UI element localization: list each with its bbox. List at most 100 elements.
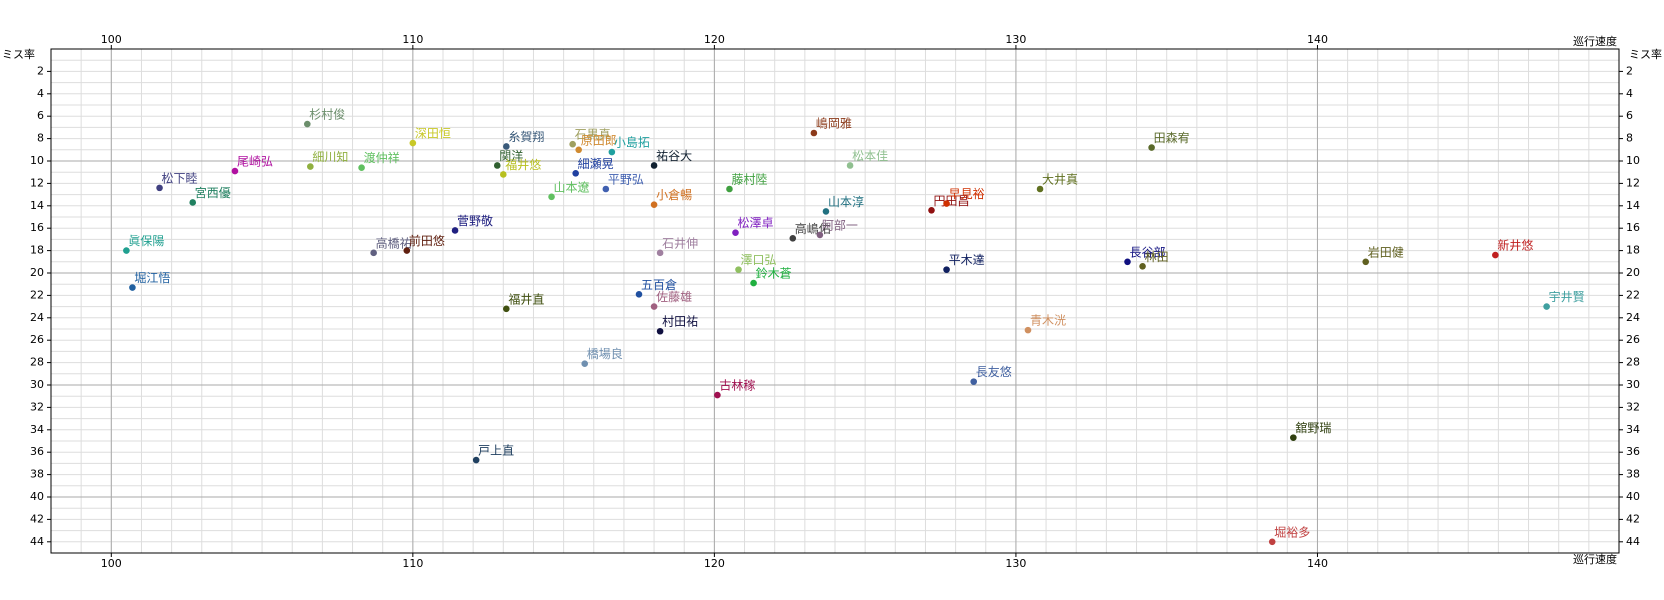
data-point	[358, 164, 365, 172]
x-tick-label: 120	[704, 33, 725, 46]
y-tick-label: 34	[1626, 423, 1640, 436]
y-tick-label: 16	[1626, 221, 1640, 234]
x-tick-label: 100	[101, 33, 122, 46]
point-label: 宇井賢	[1549, 290, 1585, 304]
data-point	[750, 279, 757, 287]
data-point	[656, 249, 664, 257]
data-point	[304, 120, 311, 128]
data-point	[231, 167, 239, 175]
data-point	[503, 305, 510, 313]
data-point	[1543, 303, 1550, 310]
data-point	[810, 129, 818, 137]
y-tick-label: 30	[1626, 378, 1640, 391]
y-tick-label: 32	[30, 400, 44, 413]
point-label: 原田郎	[581, 133, 617, 147]
point-label: 藤村陸	[731, 173, 767, 187]
y-tick-label: 18	[30, 244, 44, 257]
y-tick-label: 2	[1626, 64, 1633, 77]
point-label: 阿部一	[822, 217, 858, 232]
y-tick-label: 42	[30, 512, 44, 525]
x-tick-label: 120	[704, 557, 725, 570]
y-tick-label: 30	[30, 378, 44, 391]
y-tick-label: 12	[30, 176, 44, 189]
y-tick-label: 36	[1626, 445, 1640, 458]
y-tick-label: 28	[30, 356, 44, 369]
point-label: 嶋岡雅	[816, 116, 852, 131]
point-label: 澤口弘	[741, 253, 777, 267]
point-label: 菅野敬	[457, 214, 493, 228]
data-point	[714, 391, 721, 399]
point-label: 小倉暢	[656, 187, 692, 202]
point-label: 平木達	[949, 253, 985, 267]
data-point	[846, 162, 854, 169]
x-tick-label: 130	[1005, 33, 1026, 46]
point-label: 青木洸	[1030, 314, 1066, 328]
y-tick-label: 26	[1626, 333, 1640, 346]
point-label: 関洋	[499, 148, 523, 163]
y-tick-label: 6	[1626, 109, 1633, 122]
y-tick-label: 40	[1626, 490, 1640, 503]
x-tick-label: 130	[1005, 557, 1026, 570]
data-point	[1362, 258, 1370, 266]
data-point	[307, 163, 314, 170]
y-axis-label: ミス率	[1629, 47, 1662, 61]
data-point	[735, 266, 742, 273]
data-point	[608, 148, 616, 156]
point-label: 宮西優	[195, 185, 231, 200]
point-label: 新井悠	[1497, 238, 1533, 253]
data-point	[129, 284, 136, 291]
point-label: 鈴木蒼	[756, 266, 792, 281]
point-label: 糸賀翔	[508, 130, 544, 144]
x-axis-label: 巡行速度	[1573, 552, 1617, 566]
y-tick-label: 14	[30, 199, 44, 212]
y-tick-label: 14	[1626, 199, 1640, 212]
data-point	[569, 140, 576, 148]
y-tick-label: 40	[30, 490, 44, 503]
point-label: 山本淳	[828, 194, 864, 209]
data-point	[500, 171, 507, 178]
x-axis-label: 巡行速度	[1573, 34, 1617, 48]
point-label: 早見裕	[949, 186, 985, 201]
point-label: 円田昌	[933, 194, 969, 208]
data-point	[575, 146, 582, 154]
data-point	[451, 227, 459, 234]
data-point	[943, 266, 950, 273]
y-tick-label: 22	[30, 288, 44, 301]
point-label: 石井伸	[662, 236, 698, 250]
point-label: 眞保陽	[128, 234, 164, 248]
point-label: 林田	[1145, 250, 1169, 264]
point-label: 小島拓	[614, 135, 650, 150]
data-point	[650, 162, 658, 169]
y-tick-label: 6	[37, 109, 44, 122]
point-label: 堀裕多	[1274, 524, 1310, 539]
plot-frame	[50, 48, 1620, 554]
x-tick-label: 110	[402, 557, 423, 570]
x-tick-label: 110	[402, 33, 423, 46]
y-tick-label: 2	[37, 64, 44, 77]
point-label: 高橋祐	[376, 235, 412, 250]
point-label: 前田悠	[409, 233, 445, 248]
point-label: 五百倉	[641, 277, 677, 292]
y-tick-label: 20	[30, 266, 44, 279]
y-tick-label: 10	[1626, 154, 1640, 167]
y-tick-label: 4	[1626, 87, 1633, 100]
point-label: 橋場良	[587, 346, 623, 361]
y-tick-label: 24	[30, 311, 44, 324]
point-label: 福井直	[508, 291, 544, 306]
point-label: 祐谷大	[656, 149, 692, 163]
point-label: 尾崎弘	[237, 155, 273, 169]
data-point	[656, 327, 664, 335]
point-label: 高嶋佑	[795, 221, 831, 236]
data-point	[928, 206, 935, 214]
y-tick-label: 12	[1626, 176, 1640, 189]
data-point	[403, 247, 411, 254]
point-label: 長谷部	[1129, 244, 1165, 259]
point-label: 長友悠	[976, 364, 1012, 379]
y-tick-label: 8	[1626, 132, 1633, 145]
point-label: 堀江悟	[134, 270, 170, 285]
point-label: 渡仲祥	[364, 150, 400, 165]
data-point	[1492, 251, 1499, 259]
x-tick-label: 140	[1307, 33, 1328, 46]
point-label: 戸上直	[478, 444, 514, 458]
